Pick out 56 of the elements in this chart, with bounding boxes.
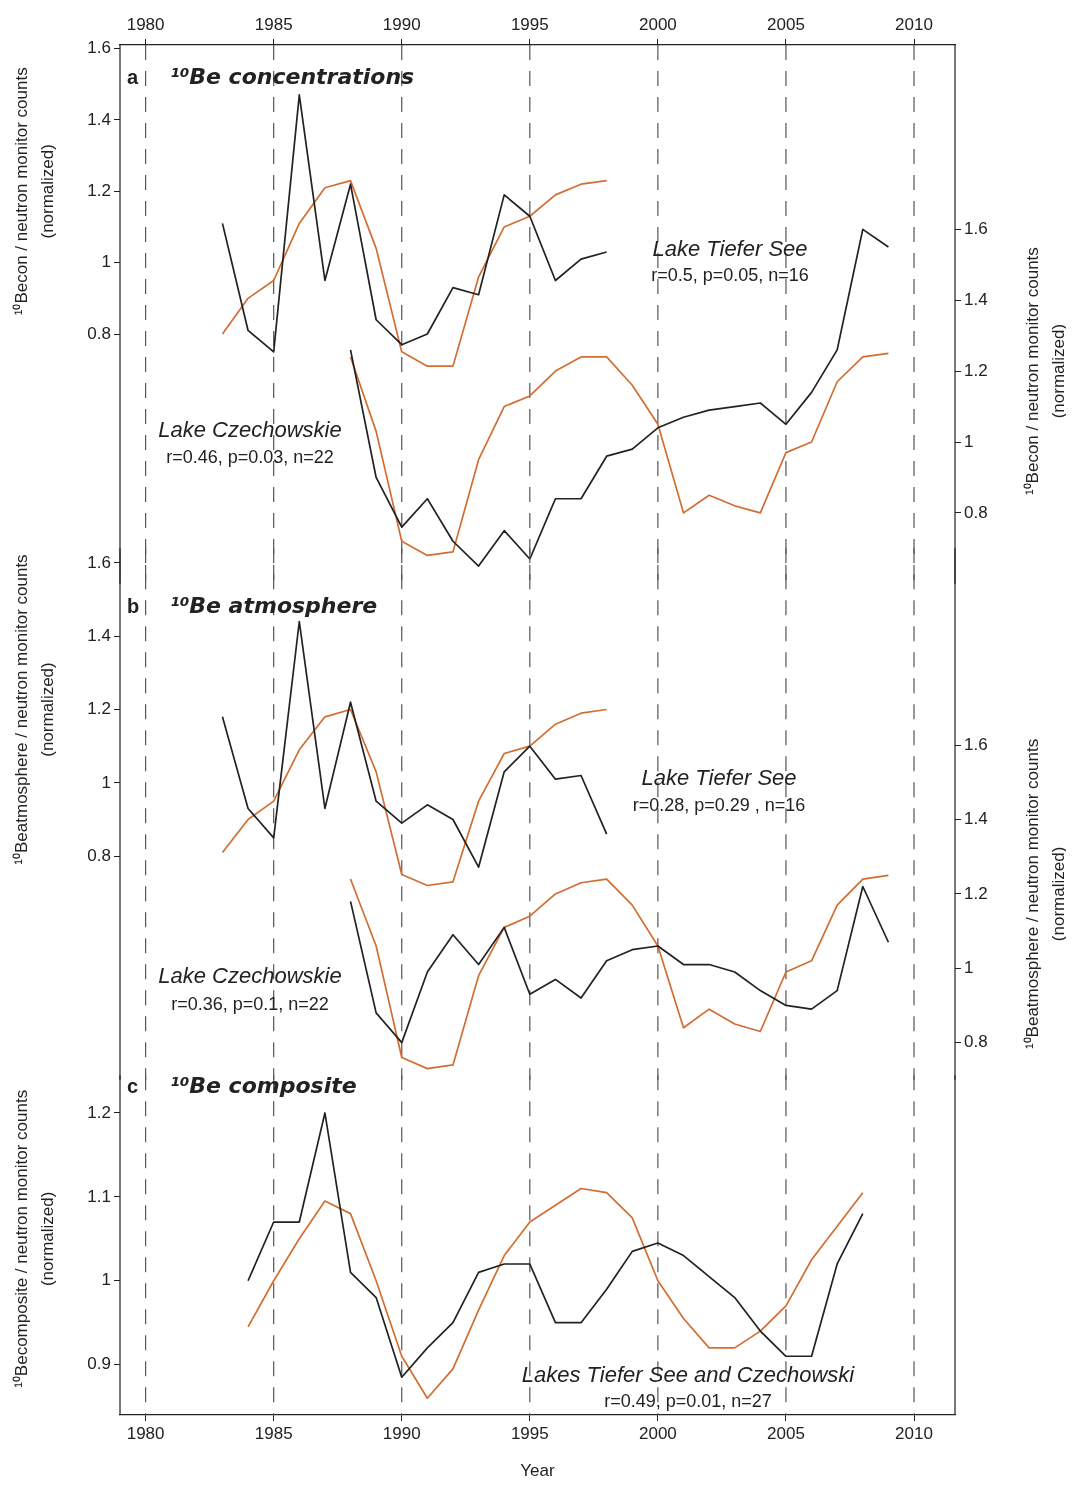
y-tick-label: 1.6 xyxy=(87,552,111,572)
chart-title: ¹⁰Be composite xyxy=(170,1072,357,1098)
y2-tick-label: 1.6 xyxy=(964,219,988,239)
y-tick-label: 1.1 xyxy=(87,1186,111,1206)
x-tick-label: 2010 xyxy=(895,1423,933,1443)
y2-tick-label: 0.8 xyxy=(964,1032,988,1052)
annotation: Lake Czechowskie xyxy=(158,963,342,989)
annotation: c xyxy=(127,1074,139,1097)
y-tick-label: 1.4 xyxy=(87,109,111,129)
y-axis-title: ¹⁰Beatmosphere / neutron monitor counts (normalized) xyxy=(11,554,57,865)
y-tick-label: 1 xyxy=(101,252,111,272)
y2-tick-label: 0.8 xyxy=(964,502,988,522)
x-tick-label: 2000 xyxy=(638,1423,677,1443)
y-axis-title: ¹⁰Becon / neutron monitor counts (normalized) xyxy=(11,67,57,316)
x-tick-label: 1985 xyxy=(254,1423,293,1443)
y-tick-label: 1 xyxy=(101,1270,111,1290)
y-tick-label: 1.2 xyxy=(87,180,111,200)
x-axis-title: Year xyxy=(520,1461,556,1481)
y-tick-label: 1.2 xyxy=(87,699,111,719)
y-tick-label: 0.8 xyxy=(87,323,111,343)
y2-tick-label: 1.2 xyxy=(964,883,988,903)
annotation: r=0.28, p=0.29 , n=16 xyxy=(632,795,806,816)
annotation: Lake Tiefer See xyxy=(641,765,797,791)
y-tick-label: 1.4 xyxy=(87,625,111,645)
annotation: Lake Tiefer See xyxy=(652,236,808,262)
annotation: r=0.49, p=0.01, n=27 xyxy=(604,1391,772,1412)
x2-tick-label: 1990 xyxy=(382,15,421,35)
y2-tick-label: 1 xyxy=(964,957,974,977)
x-tick-label: 1995 xyxy=(510,1423,549,1443)
y-axis-title: ¹⁰Becomposite / neutron monitor counts (normalized) xyxy=(11,1089,57,1388)
annotation: r=0.36, p=0.1, n=22 xyxy=(171,994,329,1015)
annotation: r=0.46, p=0.03, n=22 xyxy=(166,446,334,467)
x2-tick-label: 1985 xyxy=(254,15,293,35)
x-tick-label: 1980 xyxy=(126,1423,165,1443)
y2-tick-label: 1.2 xyxy=(964,360,988,380)
y2-tick-label: 1.4 xyxy=(964,289,988,309)
annotation: Lakes Tiefer See and Czechowski xyxy=(521,1362,856,1388)
y-tick-label: 0.9 xyxy=(87,1354,111,1374)
x2-tick-label: 2000 xyxy=(638,15,677,35)
annotation: b xyxy=(127,594,140,617)
x-tick-label: 2005 xyxy=(767,1423,805,1443)
y2-tick-label: 1.4 xyxy=(964,809,988,829)
x-tick-label: 1990 xyxy=(382,1423,421,1443)
y2-tick-label: 1.6 xyxy=(964,734,988,754)
x2-tick-label: 1995 xyxy=(510,15,549,35)
x2-tick-label: 1980 xyxy=(126,15,165,35)
y-tick-label: 1.2 xyxy=(87,1102,111,1122)
y-tick-label: 0.8 xyxy=(87,845,111,865)
y2-tick-label: 1 xyxy=(964,431,974,451)
y-tick-label: 1 xyxy=(101,772,111,792)
x2-tick-label: 2010 xyxy=(895,15,933,35)
annotation: a xyxy=(127,65,139,88)
annotation: Lake Czechowskie xyxy=(158,417,342,443)
x2-tick-label: 2005 xyxy=(767,15,805,35)
annotation: r=0.5, p=0.05, n=16 xyxy=(651,264,809,285)
y-tick-label: 1.6 xyxy=(87,38,111,58)
